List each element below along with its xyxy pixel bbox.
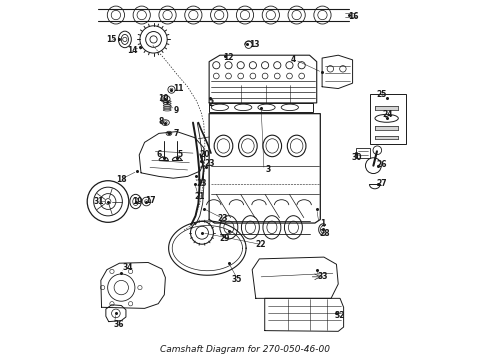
Text: 23: 23 [204, 159, 215, 168]
Text: 23: 23 [217, 214, 228, 223]
Text: 24: 24 [383, 110, 393, 119]
Text: 30: 30 [352, 153, 362, 162]
Bar [356, 148, 370, 158]
Text: 21: 21 [194, 192, 205, 201]
Text: 4: 4 [291, 55, 296, 64]
Text: 22: 22 [255, 240, 266, 249]
Text: 29: 29 [219, 234, 230, 243]
Text: 8: 8 [158, 117, 164, 126]
Text: 13: 13 [249, 40, 260, 49]
Bar [370, 94, 406, 144]
Text: 34: 34 [122, 264, 133, 273]
Text: 2: 2 [208, 99, 214, 108]
Text: 18: 18 [117, 175, 127, 184]
Text: 15: 15 [106, 35, 116, 44]
Text: Camshaft Diagram for 270-050-46-00: Camshaft Diagram for 270-050-46-00 [160, 345, 330, 354]
Text: 20: 20 [199, 150, 210, 159]
Text: 27: 27 [376, 179, 387, 188]
Text: 11: 11 [173, 84, 184, 93]
Text: 33: 33 [318, 272, 328, 281]
Text: 14: 14 [127, 46, 138, 55]
Text: 9: 9 [173, 105, 179, 114]
Text: 25: 25 [376, 90, 386, 99]
Text: 26: 26 [376, 161, 387, 170]
Text: 7: 7 [173, 129, 179, 138]
Text: 1: 1 [320, 219, 326, 228]
Text: 17: 17 [146, 196, 156, 205]
Text: 12: 12 [223, 53, 234, 62]
Text: 31: 31 [94, 197, 104, 206]
Text: 6: 6 [156, 150, 161, 159]
Text: 16: 16 [348, 12, 359, 21]
Text: 35: 35 [232, 275, 242, 284]
Text: 23: 23 [196, 179, 206, 188]
Text: 28: 28 [319, 229, 330, 238]
Text: 5: 5 [177, 150, 182, 159]
Text: 36: 36 [114, 320, 124, 329]
Text: 3: 3 [266, 166, 271, 175]
Text: 10: 10 [158, 94, 169, 103]
Text: 32: 32 [334, 311, 344, 320]
Bar [209, 103, 313, 112]
Text: 19: 19 [132, 197, 143, 206]
